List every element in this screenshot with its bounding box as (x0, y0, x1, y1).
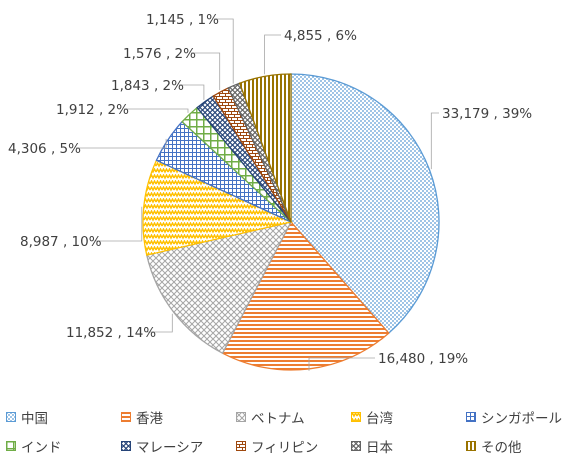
legend-swatch (236, 411, 246, 422)
legend-row: インド マレーシア フィリピン 日本 その他 (6, 431, 578, 460)
legend-item-other: その他 (466, 436, 581, 456)
legend-label: インド (21, 439, 62, 456)
leader-line (191, 52, 221, 90)
pie-slice (142, 159, 294, 256)
legend-swatch (121, 440, 131, 451)
legend-label: 日本 (366, 439, 393, 456)
legend-label: マレーシア (136, 439, 204, 456)
legend-label: その他 (481, 439, 522, 456)
legend-swatch (236, 440, 246, 451)
data-label: 33,179 , 39% (442, 106, 532, 122)
legend-label: フィリピン (251, 439, 319, 456)
leader-line (76, 138, 167, 149)
data-label: 1,843 , 2% (111, 78, 184, 94)
legend-item-japan: 日本 (351, 436, 466, 456)
leader-line (430, 112, 439, 170)
legend-item-malaysia: マレーシア (121, 436, 236, 456)
data-label: 4,306 , 5% (8, 141, 81, 157)
legend-item-india: インド (6, 436, 121, 456)
legend-label: 香港 (136, 410, 163, 427)
legend-label: シンガポール (481, 410, 562, 427)
legend-swatch (466, 440, 476, 451)
data-label: 16,480 , 19% (378, 351, 468, 367)
chart-legend: 中国 香港 ベトナム 台湾 シンガポール インド マレーシア フィ (6, 402, 578, 460)
legend-item-taiwan: 台湾 (351, 407, 466, 427)
data-label: 1,912 , 2% (56, 102, 129, 118)
leader-line (94, 206, 143, 242)
pie-slice (238, 73, 292, 223)
leader-line (264, 34, 281, 75)
leader-line (124, 108, 189, 113)
legend-row: 中国 香港 ベトナム 台湾 シンガポール (6, 402, 578, 431)
data-label: 11,852 , 14% (66, 325, 156, 341)
legend-swatch (121, 411, 131, 422)
data-label: 1,576 , 2% (123, 46, 196, 62)
leader-line (179, 84, 205, 100)
leader-line (308, 357, 375, 371)
pie-slice (290, 73, 440, 335)
data-label: 1,145 , 1% (146, 12, 219, 28)
legend-label: 台湾 (366, 410, 393, 427)
legend-item-singapore: シンガポール (466, 407, 581, 427)
legend-swatch (6, 411, 16, 422)
legend-item-philippines: フィリピン (236, 436, 351, 456)
legend-swatch (351, 440, 361, 451)
legend-item-china: 中国 (6, 407, 121, 427)
legend-label: 中国 (21, 410, 48, 427)
pie-slice (145, 221, 293, 355)
legend-item-vietnam: ベトナム (236, 407, 351, 427)
legend-swatch (466, 411, 476, 422)
leader-line (147, 313, 173, 333)
legend-swatch (351, 411, 361, 422)
data-label: 8,987 , 10% (20, 234, 102, 250)
data-label: 4,855 , 6% (284, 28, 357, 44)
legend-swatch (6, 440, 16, 451)
leader-line (214, 18, 234, 84)
legend-item-hongkong: 香港 (121, 407, 236, 427)
legend-label: ベトナム (251, 410, 305, 427)
